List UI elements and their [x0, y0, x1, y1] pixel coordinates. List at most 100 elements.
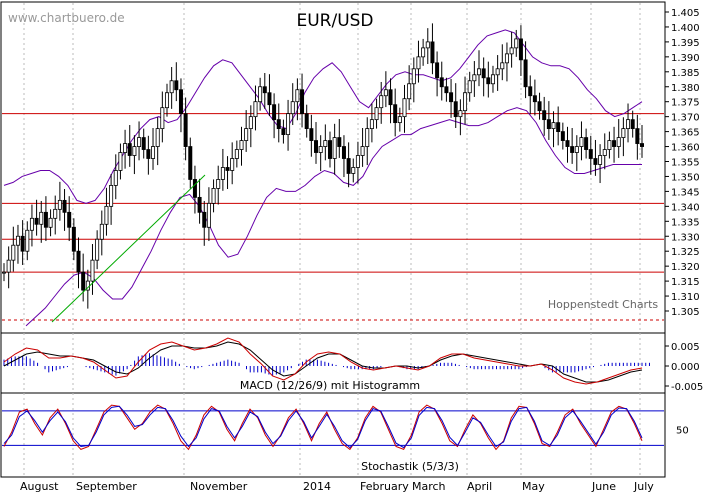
candle-body: [127, 143, 132, 156]
candle-body: [262, 86, 267, 94]
candle-body: [565, 140, 570, 147]
candle-body: [537, 101, 542, 112]
candle-body: [397, 116, 402, 124]
candle-body: [439, 77, 444, 88]
y-tick-label: 1.315: [671, 277, 700, 288]
candles: [2, 23, 645, 309]
candle-body: [407, 83, 412, 100]
candle-body: [504, 53, 509, 64]
y-tick-label: 1.350: [671, 172, 700, 183]
candle-body: [48, 217, 53, 228]
candle-body: [393, 104, 398, 124]
candle-body: [514, 38, 519, 49]
candle-body: [607, 140, 612, 150]
y-tick-label: 1.330: [671, 232, 700, 243]
macd-title: MACD (12/26/9) mit Histogramm: [240, 379, 420, 392]
candle-body: [374, 107, 379, 121]
candle-body: [81, 271, 86, 291]
y-tick-label: 1.390: [671, 53, 700, 64]
candle-body: [463, 92, 468, 112]
candle-body: [290, 101, 295, 115]
y-tick-label: 1.305: [671, 307, 700, 318]
candle-body: [570, 146, 575, 153]
candle-body: [137, 137, 142, 147]
candle-body: [99, 223, 104, 240]
candle-body: [477, 68, 482, 76]
candle-body: [579, 137, 584, 147]
candle-body: [355, 155, 360, 168]
candle-body: [425, 41, 430, 49]
x-axis-label: September: [76, 480, 137, 492]
candle-body: [560, 131, 565, 141]
candle-body: [267, 92, 272, 106]
source-label: Hoppenstedt Charts: [548, 298, 659, 311]
stochastic-line: [3, 405, 643, 449]
candle-body: [109, 185, 114, 207]
candle-body: [467, 80, 472, 94]
candle-body: [71, 226, 76, 252]
candle-body: [327, 140, 332, 159]
y-tick-label: 1.335: [671, 217, 700, 228]
candle-body: [379, 95, 384, 109]
candle-body: [53, 208, 58, 219]
candle-body: [360, 146, 365, 156]
candle-body: [630, 119, 635, 130]
y-tick-label: 1.405: [671, 8, 700, 19]
candle-body: [453, 101, 458, 118]
candle-body: [546, 119, 551, 130]
stochastic-line: [3, 404, 643, 451]
y-tick-label: 1.355: [671, 158, 700, 169]
candle-body: [206, 202, 211, 228]
x-axis-label: February: [360, 480, 409, 492]
candle-body: [132, 146, 137, 156]
candle-body: [286, 113, 291, 135]
x-axis-label: August: [20, 480, 59, 492]
candle-body: [640, 143, 645, 147]
candle-body: [15, 235, 20, 246]
bollinger-upper: [3, 29, 643, 204]
candle-body: [383, 89, 388, 97]
candle-body: [337, 137, 342, 147]
stochastic-tick-label: 50: [676, 425, 689, 436]
candle-body: [62, 199, 67, 213]
candle-body: [258, 86, 263, 103]
candle-body: [518, 38, 523, 61]
candle-body: [402, 98, 407, 118]
candle-body: [11, 244, 16, 261]
y-axis-ticks: 1.405 1.400 1.395 1.390 1.385 1.380 1.375 1.370…: [665, 8, 700, 318]
candle-body: [430, 41, 435, 64]
candle-body: [435, 62, 440, 79]
candle-body: [67, 211, 72, 228]
watermark: www.chartbuero.de: [8, 11, 125, 25]
y-tick-label: 1.310: [671, 292, 700, 303]
x-axis-label: May: [522, 480, 545, 492]
stochastic-title: Stochastik (5/3/3): [361, 460, 459, 473]
y-tick-label: 1.340: [671, 202, 700, 213]
candle-body: [39, 211, 44, 225]
macd-lines: 0.005 0.000 -0.005: [3, 337, 703, 393]
candle-body: [542, 110, 547, 121]
x-axis-label: April: [467, 480, 492, 492]
candle-body: [76, 250, 81, 273]
y-tick-label: 1.375: [671, 98, 700, 109]
candle-body: [164, 92, 169, 109]
candle-body: [332, 137, 337, 159]
candle-body: [532, 95, 537, 103]
candle-body: [300, 89, 305, 115]
candle-body: [500, 62, 505, 70]
candle-body: [188, 146, 193, 180]
candle-body: [211, 188, 216, 204]
macd-line: [3, 337, 643, 385]
y-tick-label: 1.345: [671, 187, 700, 198]
price-panel: [0, 1, 666, 334]
candle-body: [43, 211, 48, 228]
x-axis-labels: August September November 2014 February March…: [2, 476, 664, 492]
candle-body: [183, 113, 188, 147]
candle-body: [495, 68, 500, 76]
candle-body: [234, 149, 239, 159]
y-tick-label: 1.370: [671, 113, 700, 124]
candle-body: [369, 119, 374, 130]
candle-body: [239, 140, 244, 150]
candle-body: [635, 128, 640, 144]
